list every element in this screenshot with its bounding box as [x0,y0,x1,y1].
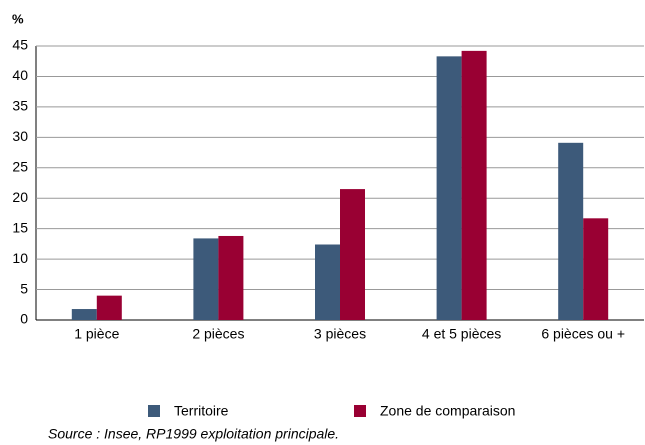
bar [193,238,219,320]
y-tick-label: 0 [20,311,28,327]
source-note: Source : Insee, RP1999 exploitation prin… [48,426,339,442]
bar [436,56,462,321]
y-axis-label: % [12,11,24,26]
bar [96,295,122,320]
bar [315,244,340,320]
y-tick-label: 40 [12,67,28,83]
bar [218,235,244,320]
legend-swatch [354,405,366,417]
legend-label: Zone de comparaison [380,403,515,419]
legend-swatch [148,405,160,417]
y-tick-label: 5 [20,280,28,296]
bar [461,50,487,320]
y-tick-label: 10 [12,250,28,266]
x-tick-label: 2 pièces [192,326,244,342]
legend-label: Territoire [174,403,229,419]
y-tick-label: 35 [12,98,28,114]
y-tick-label: 20 [12,189,28,205]
x-tick-label: 6 pièces ou + [541,326,625,342]
x-tick-label: 4 et 5 pièces [422,326,501,342]
bar [558,142,584,320]
y-tick-label: 45 [12,37,28,53]
bar [71,309,97,320]
bar [583,218,609,320]
y-tick-label: 15 [12,219,28,235]
x-tick-label: 3 pièces [314,326,366,342]
y-tick-label: 25 [12,158,28,174]
x-tick-label: 1 pièce [74,326,119,342]
bar [340,189,365,320]
y-tick-label: 30 [12,128,28,144]
